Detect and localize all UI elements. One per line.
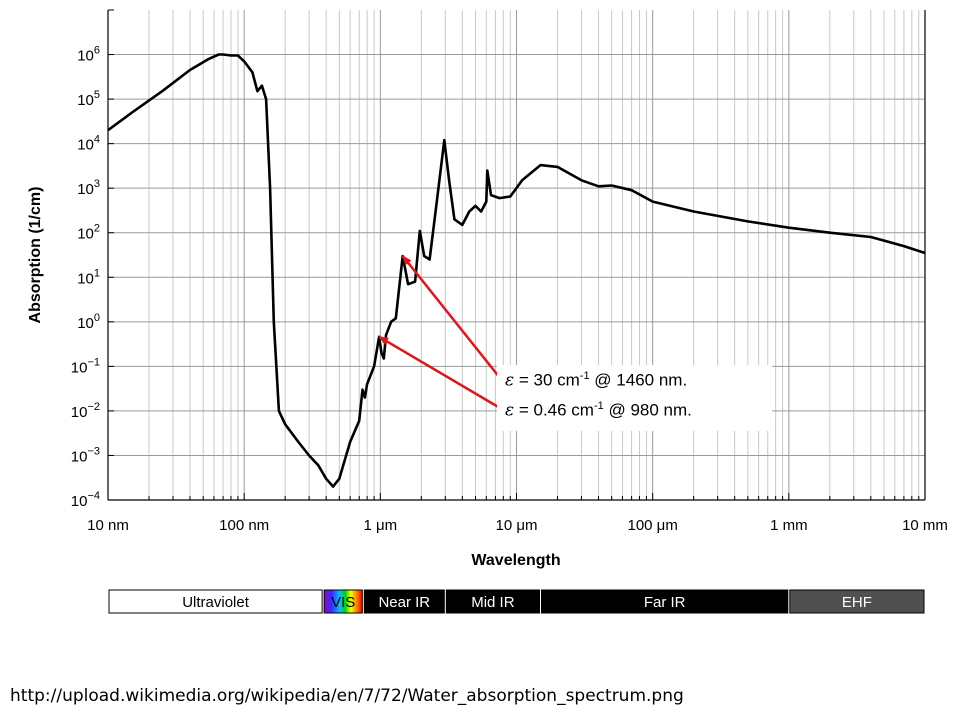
x-axis-title: Wavelength [471,552,560,569]
x-tick-label: 100 μm [627,517,677,534]
y-tick-label: 103 [77,178,100,198]
y-tick-label: 102 [77,223,100,243]
band-label: EHF [842,594,872,611]
y-tick-label: 10−4 [71,490,100,510]
band-ehf [789,589,925,614]
annotation-980nm: ε = 0.46 cm-1 @ 980 nm. [505,400,692,421]
absorption-curve [107,53,926,488]
band-mid-ir [445,589,540,614]
y-tick-label: 106 [77,45,100,65]
epsilon-symbol: ε [505,400,515,421]
annotation-box: ε = 30 cm-1 @ 1460 nm. ε = 0.46 cm-1 @ 9… [497,365,772,431]
x-tick-label: 1 mm [770,517,808,534]
annotation-text: = 30 cm [514,370,580,390]
x-tick-label: 1 μm [364,517,398,534]
y-tick-label: 100 [77,312,100,332]
annotation-exponent: -1 [579,370,590,382]
band-ultraviolet [108,589,323,614]
annotation-arrow [401,255,501,379]
annotation-text: = 0.46 cm [514,400,594,420]
y-tick-labels: 10−4 10−3 10−2 10−1 100 101 102 103 104 105 106 [71,45,100,510]
x-tick-label: 10 mm [902,517,948,534]
x-tick-label: 10 nm [87,517,129,534]
y-axis-title: Absorption (1/cm) [27,187,44,324]
epsilon-symbol: ε [505,370,515,391]
y-tick-label: 10−2 [71,401,100,421]
band-vis [323,589,363,614]
y-tick-label: 105 [77,89,100,109]
annotation-text-suffix: @ 1460 nm. [589,370,688,390]
band-label: Far IR [644,594,686,611]
band-label: Mid IR [471,594,515,611]
x-tick-labels: 10 nm 100 nm 1 μm 10 μm 100 μm 1 mm 10 mm [87,517,948,534]
annotation-exponent: -1 [593,400,604,412]
source-url[interactable]: http://upload.wikimedia.org/wikipedia/en… [10,686,684,706]
annotation-arrow [378,335,501,410]
annotation-1460nm: ε = 30 cm-1 @ 1460 nm. [505,370,687,391]
band-near-ir [363,589,445,614]
x-tick-label: 100 nm [219,517,269,534]
band-far-ir [540,589,789,614]
annotation-text-suffix: @ 980 nm. [603,400,692,420]
band-label: Ultraviolet [182,594,250,611]
y-tick-label: 10−1 [71,356,100,376]
y-tick-label: 104 [77,134,100,154]
band-label: Near IR [378,594,430,611]
y-tick-label: 10−3 [71,445,100,465]
arrow-layer [378,255,501,410]
x-tick-label: 10 μm [496,517,538,534]
y-tick-label: 101 [77,267,100,287]
band-strip: Ultraviolet VIS Near IR Mid IR Far IR EHF [108,589,925,614]
plot-frame [107,9,926,501]
curve-layer [107,53,926,488]
band-label: VIS [331,594,355,611]
